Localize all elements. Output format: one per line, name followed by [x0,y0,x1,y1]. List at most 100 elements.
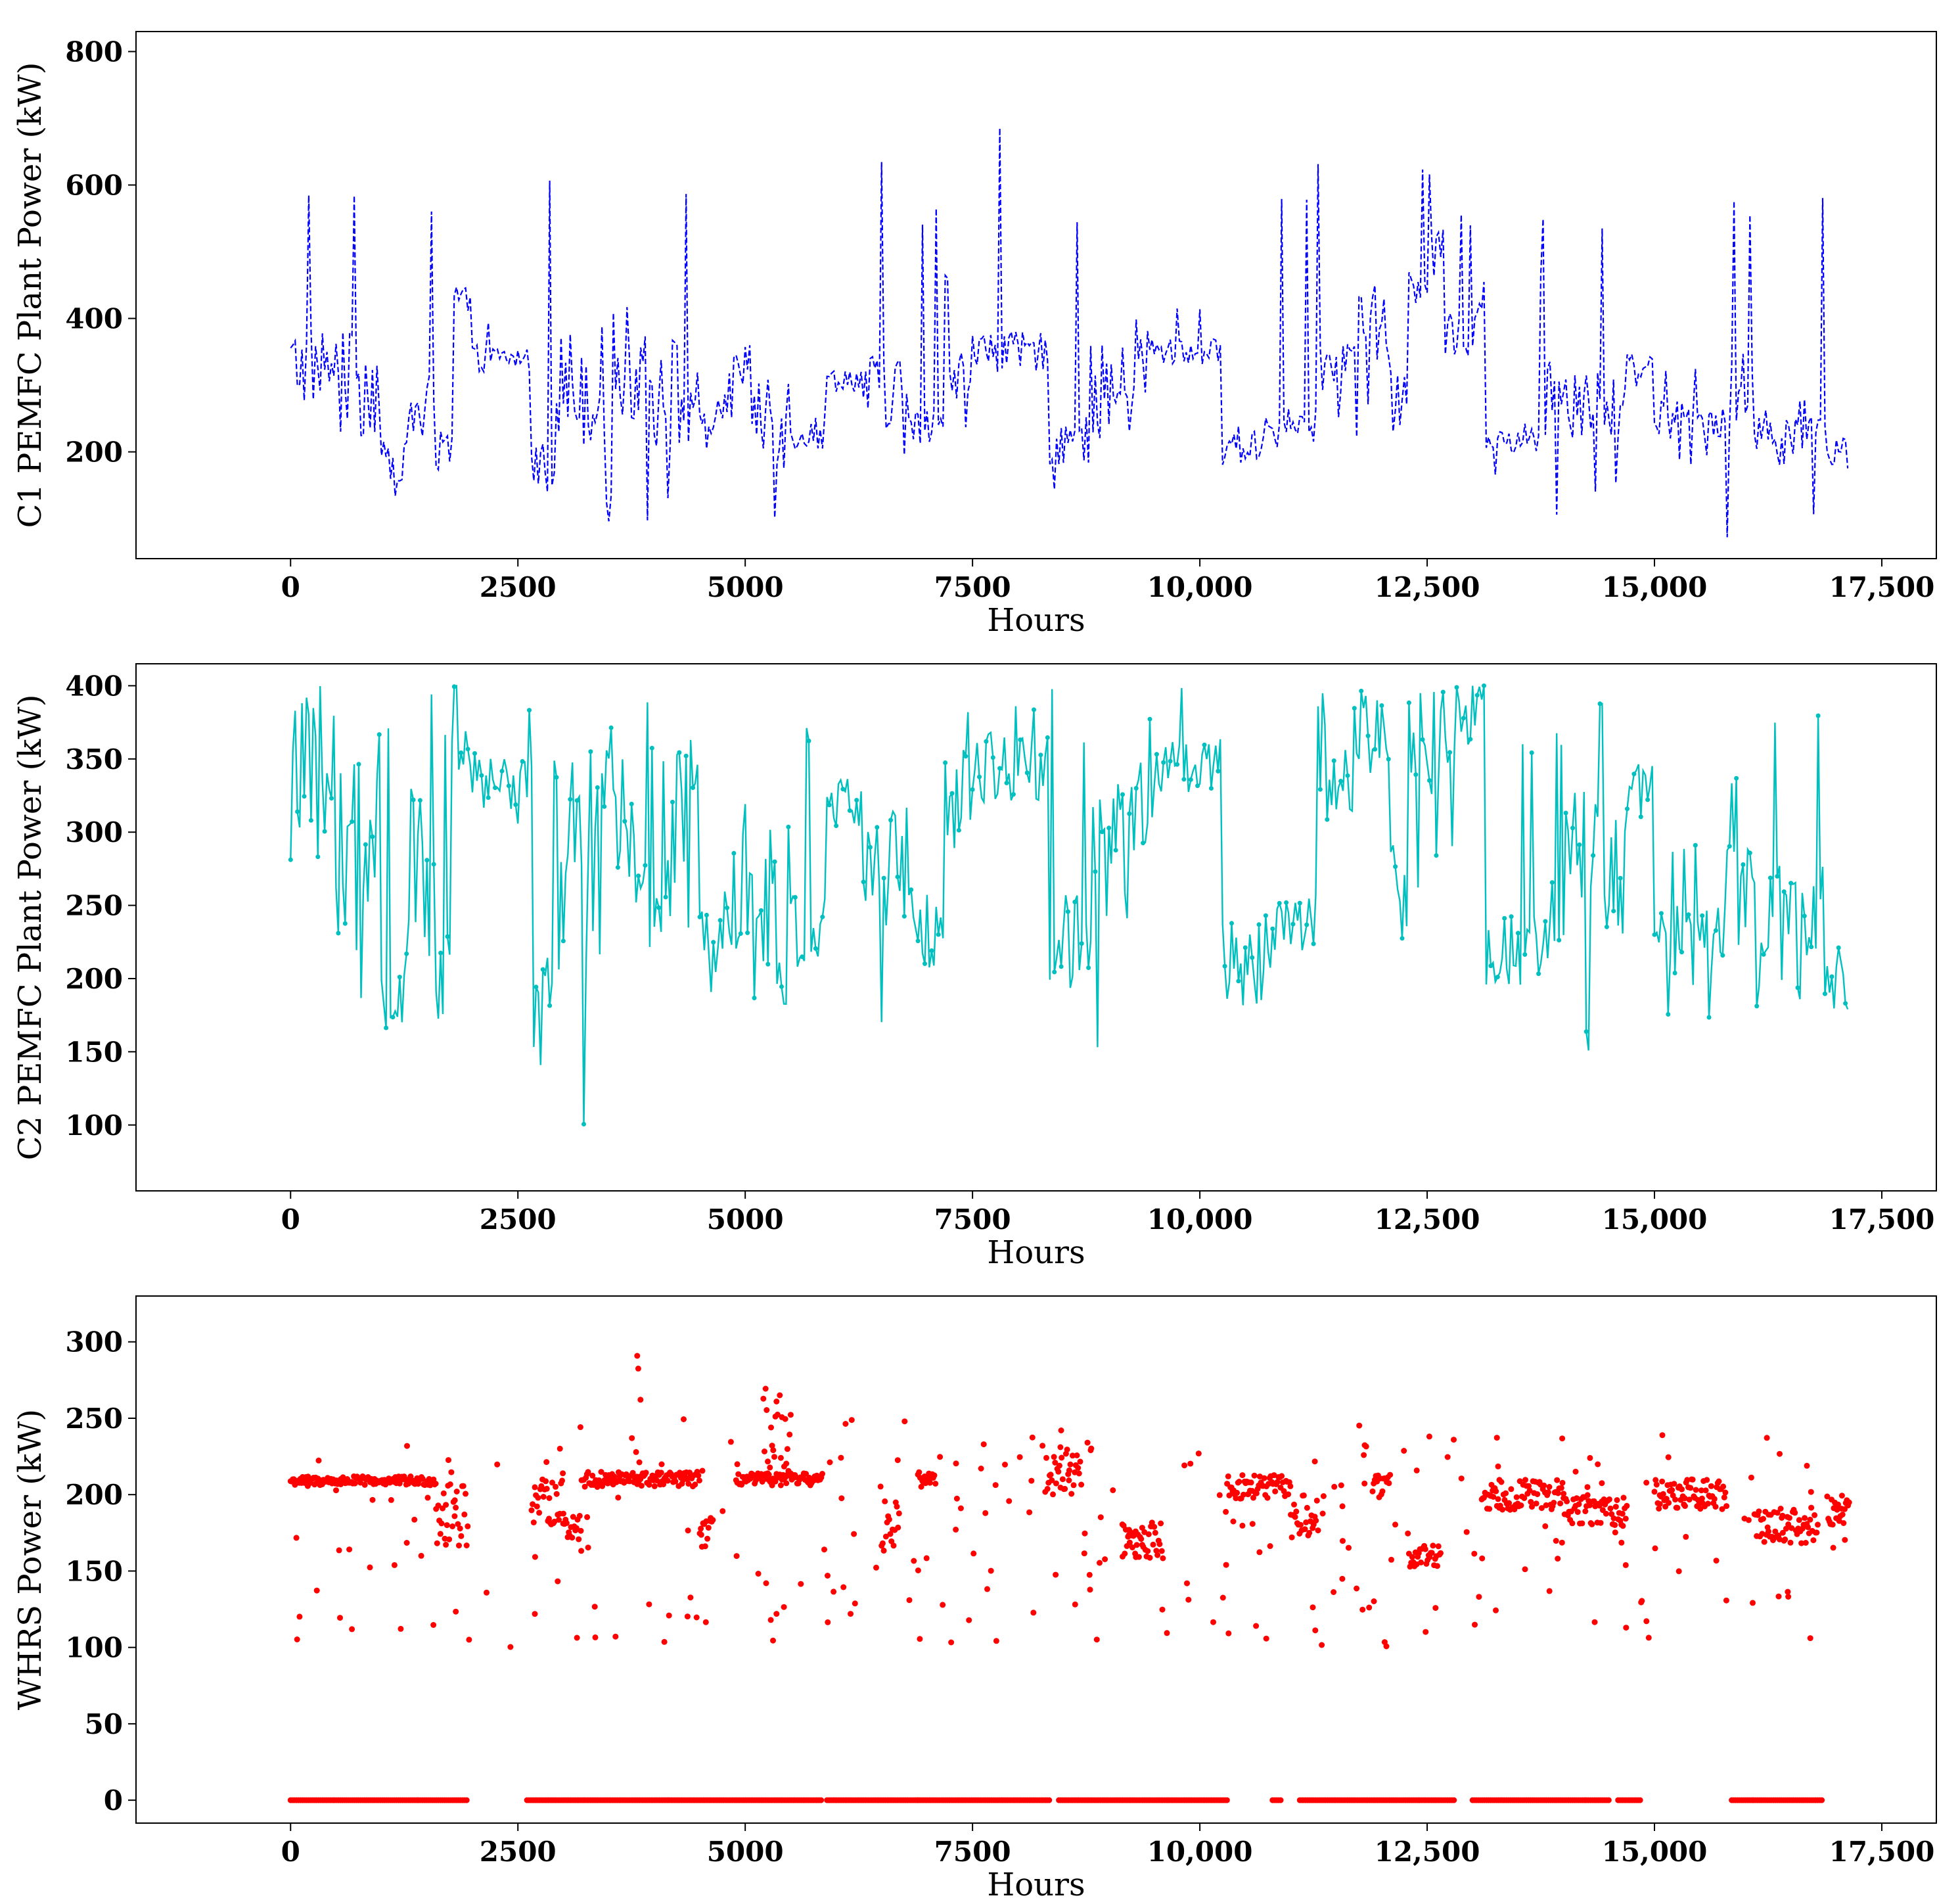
data-point [970,1550,977,1557]
data-point [1499,1506,1506,1513]
data-point [463,1491,468,1497]
data-point [333,1487,339,1494]
data-point [1435,1543,1442,1550]
series-point [1584,1029,1589,1034]
series-point [1413,772,1419,777]
data-point [1579,1520,1585,1527]
data-point [940,1602,946,1608]
series-point [1631,772,1637,777]
data-point [453,1504,459,1511]
data-point [699,1468,706,1474]
data-point [465,1523,471,1529]
series-point [1720,953,1725,958]
series-point [534,985,539,990]
data-point [1526,1487,1533,1494]
series-point [1195,783,1200,789]
data-point [1361,1452,1367,1458]
data-point [932,1481,939,1487]
data-point [1622,1516,1629,1522]
data-point [532,1611,538,1617]
data-point [1584,1484,1591,1491]
data-point [1219,1594,1226,1601]
data-point [553,1491,560,1497]
data-point [543,1485,550,1492]
x-tick-label: 0 [281,1836,300,1868]
data-point [783,1460,790,1467]
data-point [1698,1487,1704,1494]
data-point [1339,1575,1346,1582]
y-axis-label: WHRS Power (kW) [12,1409,49,1710]
data-point [1434,1563,1440,1569]
data-point [361,1481,368,1488]
data-point [1723,1597,1729,1604]
series-point [1133,785,1139,791]
series-point [663,894,668,900]
data-point [769,1443,775,1449]
data-point [578,1527,584,1534]
series-point [404,951,409,956]
x-tick-label: 0 [281,571,300,603]
data-point [1274,1479,1281,1485]
data-point [1047,1471,1054,1478]
data-point [1838,1493,1845,1499]
data-point [463,1797,470,1803]
data-point [1110,1487,1116,1493]
axes-frame [135,31,1937,559]
data-point [762,1385,769,1392]
data-point [827,1459,833,1466]
series-point [861,879,866,885]
data-point [1430,1542,1436,1549]
data-point [432,1481,439,1487]
series-point [1141,841,1146,846]
data-point [1605,1797,1612,1803]
data-point [785,1468,792,1474]
series-point [1113,848,1118,853]
series-point [779,984,784,989]
series-point [813,946,818,951]
series-point [636,873,641,879]
data-point [1059,1454,1065,1461]
data-point [1256,1549,1263,1556]
data-point [1777,1506,1784,1512]
data-point [573,1525,580,1531]
plot-area [288,683,1849,1126]
series-point [1052,969,1057,975]
series-point [1147,716,1152,722]
data-point [1521,1495,1528,1501]
data-point [1506,1500,1513,1506]
series-point [1536,971,1541,977]
series-point [1284,900,1289,905]
data-point [698,1525,704,1532]
data-point [1438,1550,1444,1556]
series-point [608,725,614,730]
data-point [443,1502,449,1508]
data-point [338,1481,344,1487]
data-point [1068,1491,1075,1497]
data-point [1126,1539,1133,1546]
data-point [1555,1556,1561,1562]
x-tick-label: 15,000 [1602,1836,1708,1868]
series-point [602,804,607,809]
data-point [772,1478,779,1485]
series-point [1823,991,1827,996]
x-tick-label: 12,500 [1375,1203,1480,1236]
series-point [1666,1011,1671,1017]
data-point [1652,1477,1659,1483]
data-point [411,1516,418,1523]
series-point [1263,913,1268,918]
data-point [560,1510,566,1517]
data-point [838,1495,845,1502]
data-point [1062,1485,1068,1492]
data-point [349,1626,355,1633]
data-point [1623,1625,1630,1631]
data-point [1156,1541,1163,1547]
data-point [1251,1472,1258,1479]
data-point [840,1584,847,1590]
data-point [1030,1610,1037,1616]
data-point [1072,1601,1078,1608]
data-point [1082,1530,1088,1537]
data-point [767,1464,773,1471]
data-point [780,1473,786,1480]
x-tick-label: 17,500 [1829,571,1935,603]
series-point [1099,829,1105,835]
